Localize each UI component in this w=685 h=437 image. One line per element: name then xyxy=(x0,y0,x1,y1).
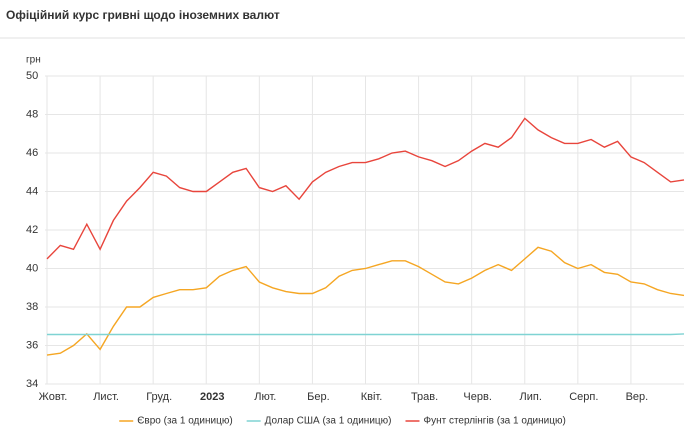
y-tick-label: 48 xyxy=(26,108,38,120)
y-tick-label: 46 xyxy=(26,147,38,159)
legend-label: Євро (за 1 одиницю) xyxy=(137,416,232,427)
y-tick-label: 34 xyxy=(26,378,38,390)
x-tick-label: Вер. xyxy=(626,391,649,403)
x-tick-label: Груд. xyxy=(146,391,172,403)
x-tick-label: 2023 xyxy=(200,391,224,403)
x-tick-label: Серп. xyxy=(569,391,598,403)
y-tick-label: 44 xyxy=(26,185,38,197)
legend-label: Долар США (за 1 одиницю) xyxy=(265,416,392,427)
x-tick-label: Лист. xyxy=(93,391,119,403)
legend: Євро (за 1 одиницю) Долар США (за 1 одини… xyxy=(119,416,566,427)
x-tick-label: Трав. xyxy=(411,391,438,403)
x-tick-label: Бер. xyxy=(307,391,330,403)
y-axis-label: грн xyxy=(26,55,41,66)
series-line xyxy=(46,117,685,260)
chart-title: Офіційний курс гривні щодо іноземних вал… xyxy=(6,8,280,22)
y-tick-label: 38 xyxy=(26,301,38,313)
x-tick-label: Квіт. xyxy=(361,391,383,403)
y-tick-label: 50 xyxy=(26,70,38,82)
x-tick-label: Лип. xyxy=(520,391,542,403)
legend-label: Фунт стерлінгів (за 1 одиницю) xyxy=(423,416,565,427)
x-tick-label: Жовт. xyxy=(39,391,68,403)
y-tick-label: 40 xyxy=(26,262,38,274)
series-line xyxy=(47,333,685,336)
x-tick-label: Черв. xyxy=(463,391,491,403)
y-tick-label: 36 xyxy=(26,339,38,351)
x-tick-label: Лют. xyxy=(254,391,276,403)
y-tick-label: 42 xyxy=(26,224,38,236)
series-line xyxy=(46,246,685,356)
